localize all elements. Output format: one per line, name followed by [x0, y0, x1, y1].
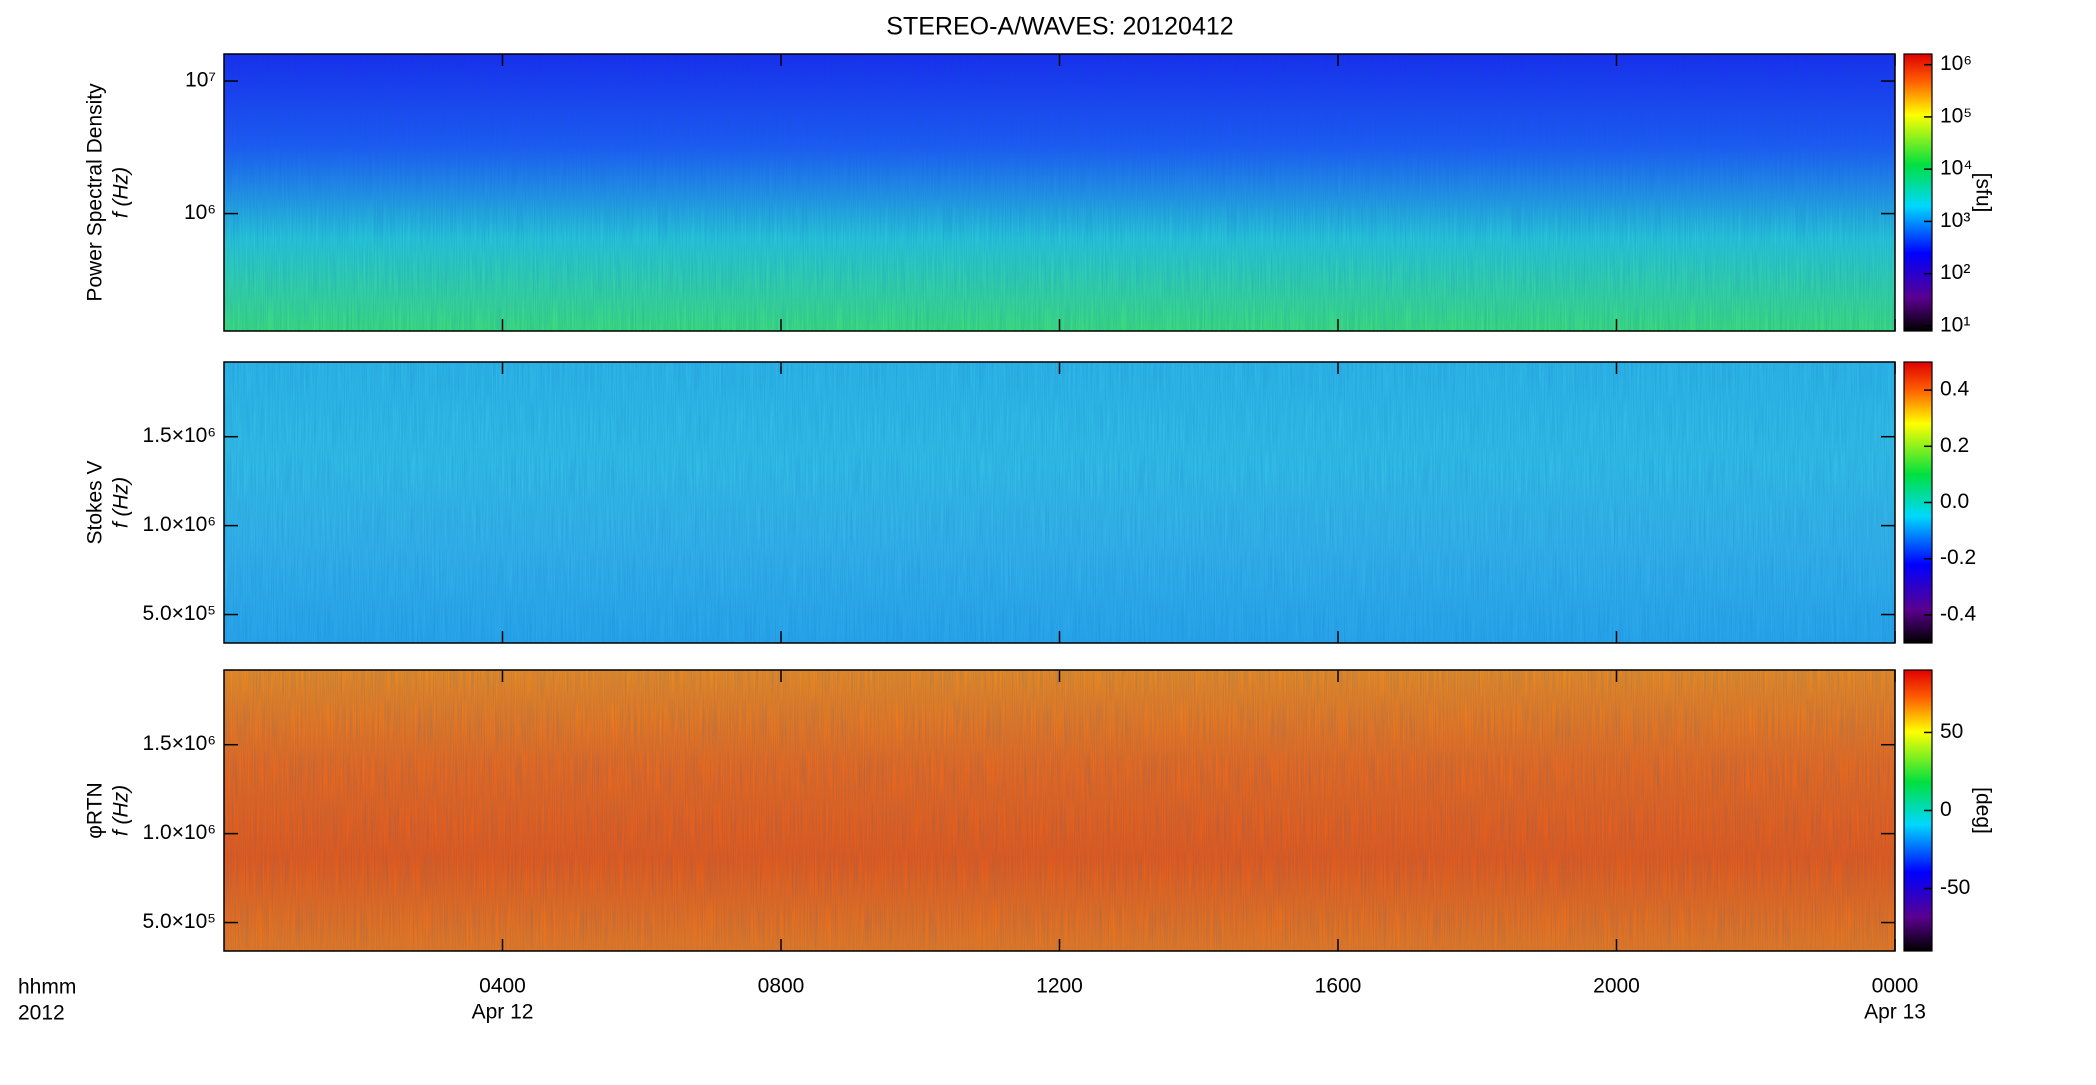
y-tick-label: 5.0×10⁵	[142, 602, 216, 625]
y-axis-label: Stokes V	[84, 460, 107, 544]
y-tick-label: 1.5×10⁶	[143, 732, 216, 755]
colorbar-tick-label: 10⁴	[1940, 157, 1972, 180]
y-axis-label: f (Hz)	[110, 785, 133, 836]
chart-title: STEREO-A/WAVES: 20120412	[886, 13, 1233, 41]
y-tick-label: 1.0×10⁶	[143, 821, 216, 844]
y-tick-label: 5.0×10⁵	[142, 910, 216, 933]
colorbar-tick-label: 0.2	[1940, 434, 1969, 457]
y-axis-label: f (Hz)	[110, 477, 133, 528]
colorbar-label: [deg]	[1971, 787, 1994, 834]
colorbar-tick-label: -50	[1940, 876, 1970, 899]
colorbar-tick-label: 0.0	[1940, 490, 1969, 513]
colorbar-tick-label: 0.4	[1940, 378, 1970, 401]
y-axis-label: Power Spectral Density	[84, 83, 107, 302]
x-date-label: Apr 13	[1864, 1001, 1926, 1024]
colorbar-tick-label: 10¹	[1940, 313, 1970, 336]
y-tick-label: 1.5×10⁶	[143, 424, 216, 447]
x-axis-label: hhmm	[18, 976, 76, 999]
y-axis-label: f (Hz)	[110, 167, 133, 218]
spectrogram-texture	[224, 670, 1895, 951]
x-date-label: Apr 12	[472, 1001, 534, 1024]
x-tick-label: 1600	[1315, 975, 1362, 998]
x-tick-label: 0000	[1872, 975, 1919, 998]
colorbar-tick-label: -0.2	[1940, 546, 1976, 569]
colorbar-tick-label: 50	[1940, 720, 1963, 743]
colorbar-tick-label: 10²	[1940, 261, 1970, 284]
x-tick-label: 0800	[758, 975, 805, 998]
x-tick-label: 2000	[1593, 975, 1640, 998]
y-tick-label: 10⁷	[185, 69, 216, 92]
x-tick-label: 0400	[479, 975, 526, 998]
colorbar-tick-label: 10⁶	[1940, 52, 1972, 75]
colorbar-label: [sfu]	[1971, 173, 1994, 213]
colorbar	[1903, 53, 1933, 332]
colorbar-tick-label: 10³	[1940, 209, 1970, 232]
y-tick-label: 10⁶	[184, 201, 216, 224]
colorbar-tick-label: 0	[1940, 798, 1952, 821]
colorbar-tick-label: -0.4	[1940, 602, 1977, 625]
x-axis-label: 2012	[18, 1002, 65, 1025]
x-tick-label: 1200	[1036, 975, 1083, 998]
y-axis-label: φRTN	[84, 782, 107, 838]
spectrogram-texture	[224, 362, 1895, 643]
spectrogram-texture	[224, 54, 1895, 331]
colorbar-tick-label: 10⁵	[1940, 104, 1972, 127]
y-tick-label: 1.0×10⁶	[143, 513, 216, 536]
